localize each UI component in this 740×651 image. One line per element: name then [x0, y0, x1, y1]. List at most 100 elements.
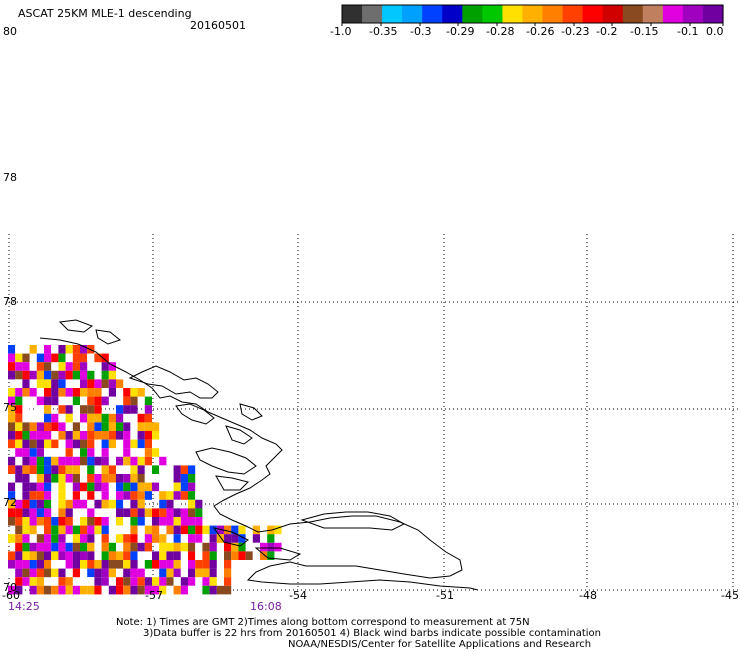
- wind-data-cell: [51, 568, 59, 578]
- wind-data-cell: [216, 534, 224, 543]
- wind-data-cell: [137, 422, 145, 431]
- wind-data-cell: [87, 465, 95, 474]
- colorbar-swatch: [462, 5, 483, 23]
- wind-data-cell: [44, 379, 52, 388]
- wind-data-cell: [72, 370, 80, 380]
- wind-data-cell: [51, 517, 59, 526]
- wind-data-cell: [137, 456, 145, 466]
- wind-data-cell: [80, 560, 88, 569]
- wind-data-cell: [29, 508, 37, 517]
- wind-data-cell: [36, 439, 44, 449]
- wind-data-cell: [130, 431, 138, 440]
- wind-data-cell: [36, 362, 44, 371]
- wind-data-cell: [144, 474, 152, 483]
- wind-data-cell: [144, 482, 152, 492]
- wind-data-cell: [80, 431, 88, 440]
- wind-data-cell: [252, 534, 260, 543]
- wind-data-cell: [72, 362, 80, 371]
- wind-data-cell: [180, 508, 188, 517]
- wind-data-cell: [209, 585, 217, 595]
- wind-data-cell: [65, 551, 73, 560]
- wind-data-cell: [94, 577, 102, 586]
- wind-data-cell: [123, 482, 131, 492]
- wind-data-cell: [159, 456, 167, 466]
- wind-data-cell: [58, 362, 66, 371]
- wind-data-cell: [51, 551, 59, 560]
- wind-data-cell: [94, 456, 102, 466]
- wind-data-cell: [144, 465, 152, 474]
- wind-data-cell: [65, 456, 73, 466]
- wind-data-cell: [65, 362, 73, 371]
- wind-data-cell: [137, 508, 145, 517]
- lat-label: 80: [3, 25, 17, 38]
- wind-data-cell: [224, 534, 232, 543]
- wind-data-cell: [173, 568, 181, 578]
- wind-data-cell: [8, 585, 16, 595]
- wind-data-cell: [130, 388, 138, 397]
- wind-data-cell: [101, 353, 109, 363]
- wind-data-cells: [8, 345, 282, 595]
- wind-data-cell: [29, 370, 37, 380]
- wind-data-cell: [22, 422, 30, 431]
- wind-data-cell: [166, 542, 174, 552]
- wind-data-cell: [130, 560, 138, 569]
- wind-data-cell: [144, 396, 152, 406]
- wind-data-cell: [159, 568, 167, 578]
- wind-data-cell: [108, 482, 116, 492]
- wind-data-cell: [22, 517, 30, 526]
- wind-data-cell: [36, 491, 44, 500]
- wind-data-cell: [224, 551, 232, 560]
- wind-data-cell: [274, 542, 282, 552]
- wind-data-cell: [36, 551, 44, 560]
- wind-data-cell: [72, 551, 80, 560]
- wind-data-cell: [87, 388, 95, 397]
- wind-data-cell: [29, 568, 37, 578]
- wind-data-cell: [58, 465, 66, 474]
- wind-data-cell: [94, 439, 102, 449]
- lat-label: 70: [3, 581, 17, 594]
- wind-data-cell: [195, 542, 203, 552]
- wind-data-cell: [29, 499, 37, 509]
- wind-data-cell: [15, 362, 23, 371]
- wind-data-cell: [130, 448, 138, 457]
- wind-data-cell: [116, 508, 124, 517]
- wind-data-cell: [180, 482, 188, 492]
- wind-data-cell: [8, 405, 16, 414]
- coastline: [39, 319, 479, 591]
- wind-data-cell: [65, 439, 73, 449]
- wind-data-cell: [101, 396, 109, 406]
- wind-data-cell: [101, 431, 109, 440]
- wind-data-cell: [159, 465, 167, 474]
- wind-data-cell: [22, 551, 30, 560]
- wind-data-cell: [180, 474, 188, 483]
- note-line-1: Note: 1) Times are GMT 2)Times along bot…: [116, 617, 530, 628]
- lon-label: -54: [289, 589, 307, 602]
- wind-data-cell: [15, 577, 23, 586]
- wind-data-cell: [209, 542, 217, 552]
- wind-data-cell: [188, 474, 196, 483]
- wind-data-cell: [130, 551, 138, 560]
- wind-data-cell: [166, 560, 174, 569]
- wind-data-cell: [65, 405, 73, 414]
- wind-data-cell: [180, 560, 188, 569]
- wind-data-cell: [267, 551, 275, 560]
- wind-data-cell: [87, 379, 95, 388]
- wind-data-cell: [137, 551, 145, 560]
- wind-data-cell: [8, 534, 16, 543]
- wind-data-cell: [87, 517, 95, 526]
- wind-data-cell: [116, 525, 124, 535]
- colorbar-label: -0.28: [486, 25, 515, 38]
- wind-data-cell: [152, 431, 160, 440]
- colorbar-swatch: [502, 5, 524, 23]
- wind-data-cell: [87, 568, 95, 578]
- wind-data-cell: [65, 431, 73, 440]
- wind-data-cell: [224, 577, 232, 586]
- wind-data-cell: [87, 405, 95, 414]
- wind-data-cell: [58, 474, 66, 483]
- wind-data-cell: [29, 379, 37, 388]
- wind-data-cell: [65, 388, 73, 397]
- wind-data-cell: [188, 585, 196, 595]
- wind-data-cell: [144, 577, 152, 586]
- wind-data-cell: [8, 353, 16, 363]
- wind-data-cell: [130, 499, 138, 509]
